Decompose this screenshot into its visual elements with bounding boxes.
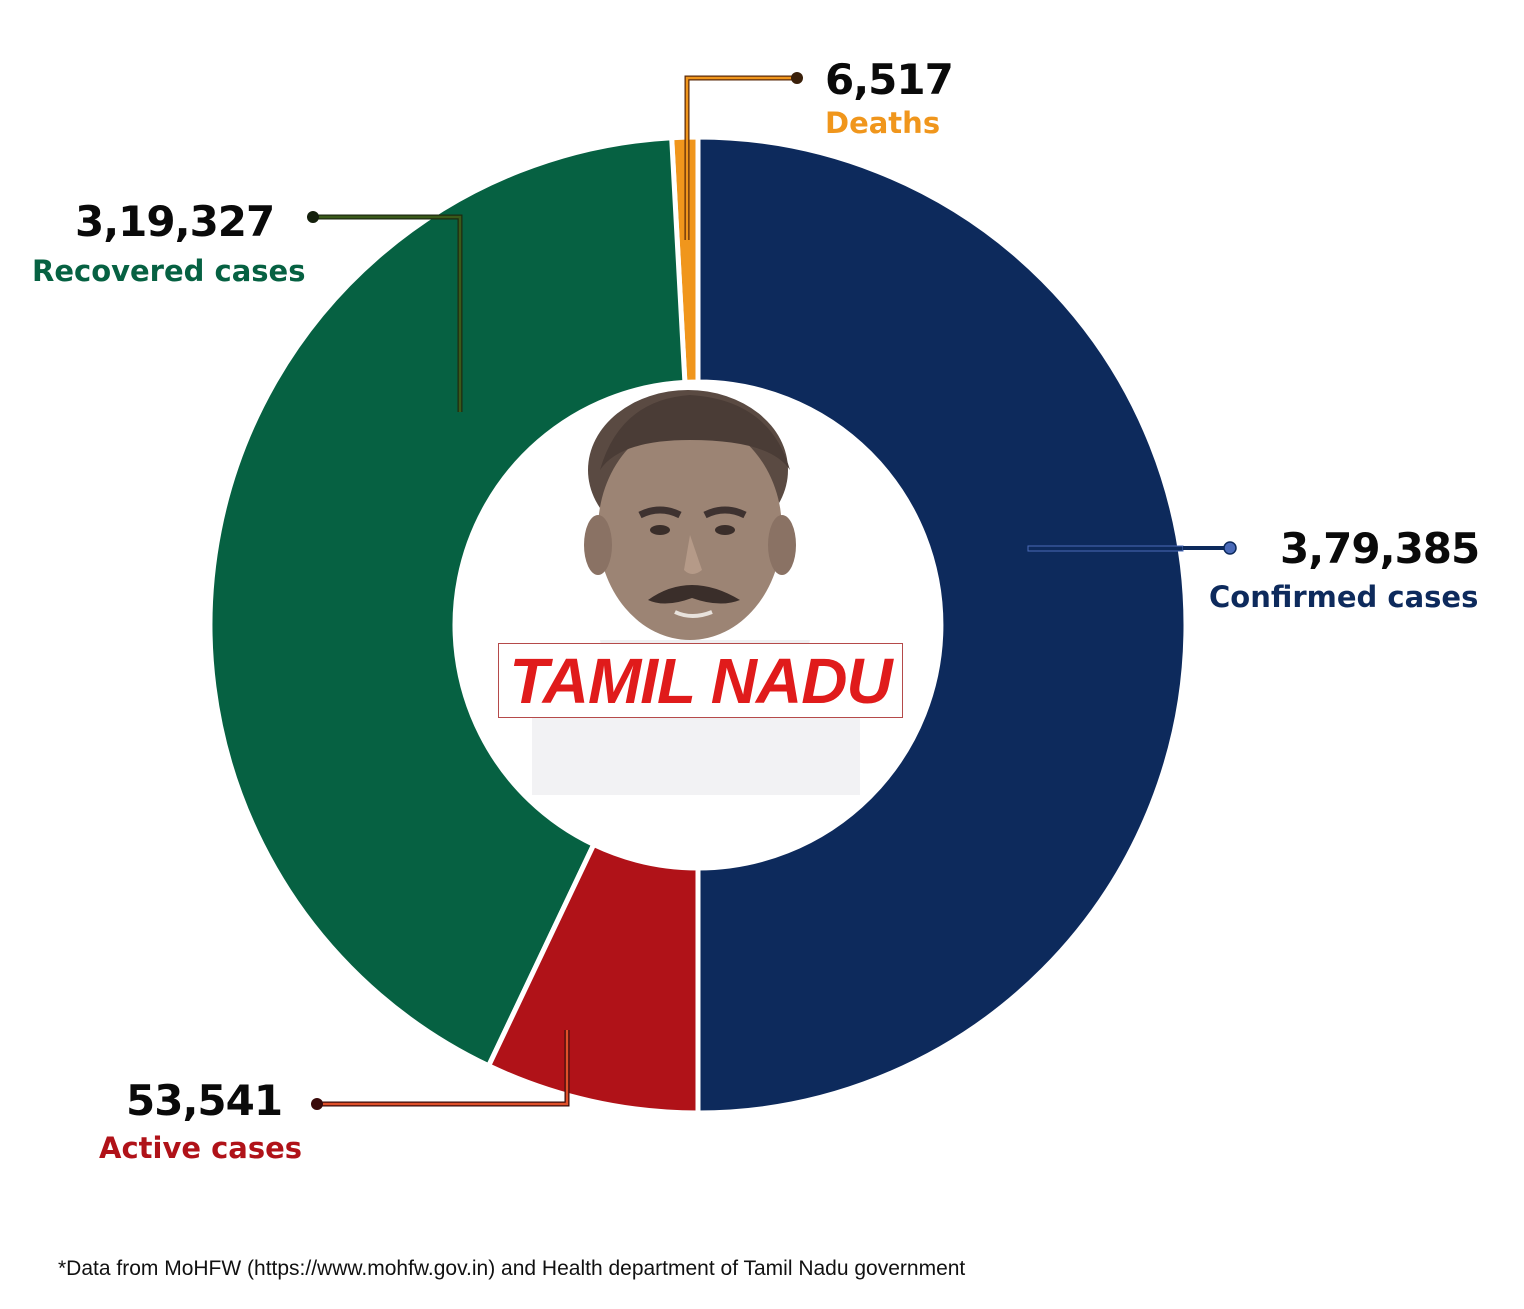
- segment-active: [485, 841, 701, 1116]
- donut-segments: [207, 134, 1189, 1116]
- state-title: TAMIL NADU: [509, 644, 892, 717]
- confirmed-value: 3,79,385: [1280, 524, 1480, 573]
- deaths-label: Deaths: [825, 106, 941, 140]
- segment-confirmed: [695, 134, 1189, 1116]
- callout-leaders: [307, 72, 1237, 1110]
- active-value: 53,541: [126, 1076, 283, 1125]
- recovered-label: Recovered cases: [32, 254, 306, 288]
- active-label: Active cases: [99, 1131, 303, 1165]
- state-title-box: TAMIL NADU: [498, 643, 903, 718]
- recovered-value: 3,19,327: [75, 197, 275, 246]
- deaths-value: 6,517: [825, 55, 954, 104]
- segment-recovered: [207, 135, 688, 1070]
- portrait-illustration: [532, 390, 860, 795]
- confirmed-label: Confirmed cases: [1209, 580, 1479, 614]
- source-footnote: *Data from MoHFW (https://www.mohfw.gov.…: [58, 1257, 966, 1280]
